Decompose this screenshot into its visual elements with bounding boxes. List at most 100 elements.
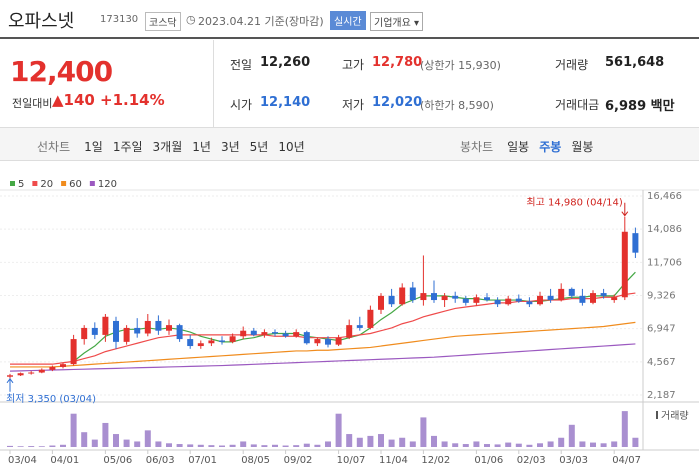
volume-bar	[314, 444, 321, 447]
volume-bar	[187, 444, 194, 447]
volume-bar	[272, 444, 278, 447]
candle-body	[28, 372, 35, 374]
y-tick-label: 2,187	[647, 390, 676, 401]
volume-bar	[399, 437, 406, 447]
volume-bar	[113, 434, 119, 447]
tab-item[interactable]: 10년	[278, 140, 305, 154]
volume-bar	[28, 446, 35, 447]
candle-body	[17, 373, 24, 376]
y-tick-label: 9,326	[647, 291, 676, 302]
tab-item[interactable]: 3년	[220, 140, 240, 154]
x-tick-label: 10/07	[337, 455, 366, 466]
candle-body	[462, 298, 469, 303]
candle-body	[590, 293, 596, 303]
candle-body	[558, 288, 565, 301]
candle-body	[49, 366, 56, 370]
tab-item[interactable]: 5년	[249, 140, 269, 154]
candle-body	[38, 369, 45, 373]
volume-bar	[303, 443, 310, 447]
candle-body	[409, 287, 416, 301]
volume-bar	[526, 444, 533, 447]
candle-body	[176, 325, 183, 340]
line-tabs: 선차트 1일 1주일 3개월 1년 3년 5년 10년	[37, 136, 315, 155]
candle-body	[261, 332, 268, 335]
ma-line	[10, 321, 636, 368]
volume-bar	[7, 445, 13, 447]
volume-bar	[462, 444, 469, 447]
x-tick-label: 05/06	[103, 455, 132, 466]
volume-bar	[346, 434, 353, 447]
min-arrow	[6, 377, 14, 392]
volume-bar	[49, 445, 56, 447]
max-arrow	[621, 202, 629, 217]
stat-note: (상한가 15,930)	[420, 59, 501, 72]
stat-value: 12,780	[372, 55, 423, 70]
volume-bar	[568, 424, 575, 447]
candle-body	[621, 231, 628, 298]
volume-bar	[144, 430, 151, 447]
candle-body	[113, 320, 119, 342]
candle-body	[197, 343, 204, 347]
x-tick-label: 01/06	[474, 455, 503, 466]
tab-item[interactable]: 1주일	[112, 140, 143, 154]
stat-label: 고가	[342, 58, 365, 72]
volume-bar	[632, 437, 639, 447]
tab-item[interactable]: 3개월	[152, 140, 183, 154]
candle-body	[356, 325, 363, 328]
candle-body	[81, 327, 88, 340]
candle-body	[526, 301, 533, 305]
volume-label: 거래량	[661, 410, 689, 422]
volume-bar	[17, 446, 24, 447]
volume-legend-mark	[656, 411, 658, 419]
candle-body	[219, 340, 225, 342]
candle-body	[282, 333, 289, 337]
tab-item[interactable]: 주봉	[539, 140, 562, 154]
stat-label: 전일	[230, 58, 253, 72]
volume-bar	[579, 441, 586, 447]
change-label: 전일대비	[12, 97, 53, 110]
candle-body	[303, 332, 310, 344]
volume-bar	[219, 445, 225, 447]
volume-bar	[356, 437, 363, 447]
candle-body	[494, 300, 501, 305]
legend-label: 120	[98, 179, 117, 190]
candle-body	[484, 297, 490, 301]
candle-body	[250, 330, 257, 335]
stat-label: 거래량	[555, 58, 589, 72]
chart: 2,187 4,567 6,947 9,326 11,706 14,086 16,466 5 2…	[0, 179, 699, 466]
volume-bar	[60, 444, 66, 447]
y-tick-label: 4,567	[647, 357, 676, 368]
volume-bar	[250, 444, 257, 447]
candle-body	[134, 327, 141, 334]
volume-bar	[600, 443, 607, 447]
volume-bar	[335, 413, 342, 447]
stock-code: 173130	[100, 14, 139, 25]
tab-item[interactable]: 1년	[192, 140, 211, 154]
volume-bar	[547, 441, 554, 447]
candle-body	[60, 364, 66, 367]
min-annotation: 최저 3,350 (03/04)	[6, 393, 96, 405]
candle-body	[7, 375, 13, 377]
stat-label: 저가	[342, 98, 365, 112]
volume-bar	[621, 411, 628, 447]
volume-bar	[494, 444, 501, 447]
candle-body	[325, 339, 331, 345]
legend-swatch	[89, 181, 95, 186]
tab-item[interactable]: 월봉	[571, 140, 594, 154]
market-badge: 코스닥	[145, 12, 181, 31]
x-tick-label: 09/02	[284, 455, 313, 466]
volume-bar	[473, 441, 480, 447]
tab-item[interactable]: 1일	[84, 140, 103, 154]
legend-label: 20	[40, 179, 53, 190]
volume-bar	[123, 439, 130, 447]
realtime-button[interactable]: 실시간	[330, 11, 366, 30]
x-tick-label: 04/01	[50, 455, 79, 466]
volume-bar	[166, 443, 172, 447]
candle-body	[611, 297, 618, 301]
candle-body	[420, 293, 427, 301]
legend-label: 5	[18, 179, 24, 190]
stat-value: 12,140	[260, 95, 311, 110]
company-button[interactable]: 기업개요 ▾	[370, 12, 424, 31]
tab-item[interactable]: 일봉	[507, 140, 530, 154]
